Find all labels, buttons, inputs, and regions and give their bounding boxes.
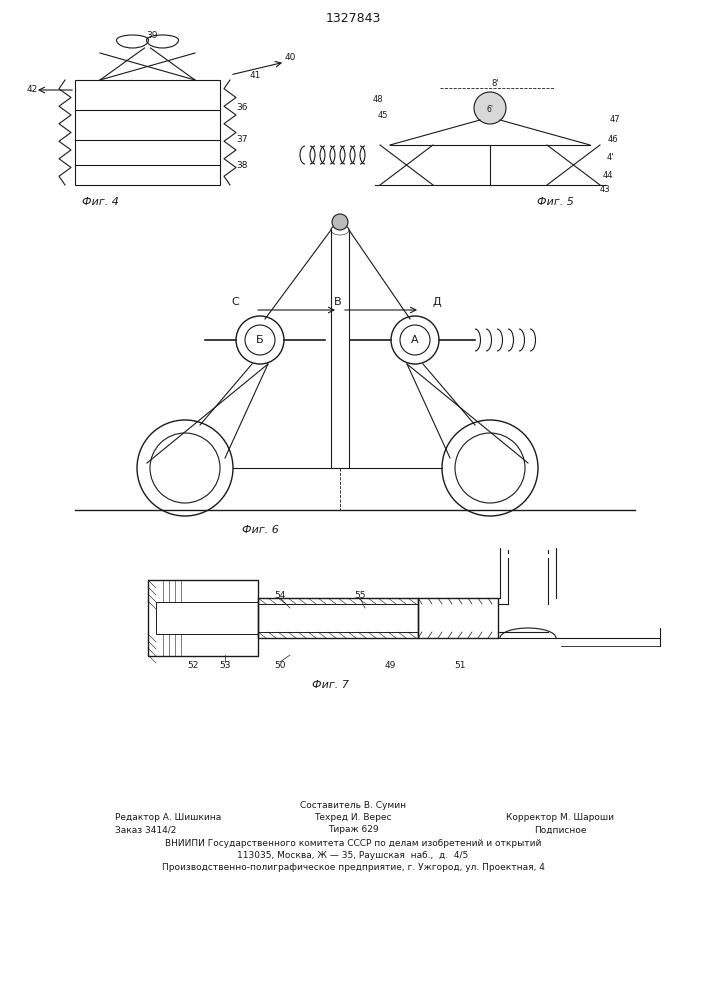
Text: 53: 53 — [219, 660, 230, 670]
Text: Фиг. 4: Фиг. 4 — [81, 197, 119, 207]
Text: 6': 6' — [486, 105, 493, 114]
Text: 45: 45 — [378, 110, 388, 119]
Text: Фиг. 7: Фиг. 7 — [312, 680, 349, 690]
Text: 4': 4' — [606, 153, 614, 162]
Text: 51: 51 — [455, 660, 466, 670]
Bar — [156, 602, 258, 634]
Text: 42: 42 — [26, 86, 37, 95]
Bar — [258, 604, 418, 632]
Bar — [148, 580, 258, 656]
Text: 52: 52 — [187, 660, 199, 670]
Text: Подписное: Подписное — [534, 826, 586, 834]
Text: В: В — [334, 297, 341, 307]
Text: Фиг. 5: Фиг. 5 — [537, 197, 573, 207]
Bar — [75, 80, 220, 185]
Text: 37: 37 — [236, 135, 247, 144]
Text: 1327843: 1327843 — [325, 11, 380, 24]
Bar — [258, 598, 418, 638]
Text: 8': 8' — [491, 79, 499, 88]
Text: Редактор А. Шишкина: Редактор А. Шишкина — [115, 814, 221, 822]
Text: 38: 38 — [236, 160, 247, 169]
Text: Техред И. Верес: Техред И. Верес — [314, 814, 392, 822]
Text: 36: 36 — [236, 104, 247, 112]
Text: Б: Б — [256, 335, 264, 345]
Text: А: А — [411, 335, 419, 345]
Text: 46: 46 — [608, 135, 619, 144]
Text: Тираж 629: Тираж 629 — [327, 826, 378, 834]
Circle shape — [474, 92, 506, 124]
Circle shape — [332, 214, 348, 230]
Text: 55: 55 — [354, 590, 366, 599]
Text: 39: 39 — [147, 30, 158, 39]
Text: 113035, Москва, Ж — 35, Раушская  наб.,  д.  4/5: 113035, Москва, Ж — 35, Раушская наб., д… — [238, 850, 469, 859]
Text: Корректор М. Шароши: Корректор М. Шароши — [506, 814, 614, 822]
Text: Фиг. 6: Фиг. 6 — [242, 525, 279, 535]
Text: 41: 41 — [250, 70, 261, 80]
Text: 50: 50 — [274, 660, 286, 670]
Text: Составитель В. Сумин: Составитель В. Сумин — [300, 800, 406, 810]
Text: 48: 48 — [373, 96, 383, 104]
Text: 54: 54 — [274, 590, 286, 599]
Text: 43: 43 — [600, 186, 610, 194]
Bar — [418, 598, 498, 638]
Text: Производственно-полиграфическое предприятие, г. Ужгород, ул. Проектная, 4: Производственно-полиграфическое предприя… — [162, 862, 544, 871]
Text: С: С — [231, 297, 239, 307]
Text: Д: Д — [433, 297, 441, 307]
Text: 44: 44 — [603, 170, 613, 180]
Text: Заказ 3414/2: Заказ 3414/2 — [115, 826, 176, 834]
Text: 49: 49 — [385, 660, 396, 670]
Text: 47: 47 — [609, 115, 620, 124]
Text: ВНИИПИ Государственного комитета СССР по делам изобретений и открытий: ВНИИПИ Государственного комитета СССР по… — [165, 838, 541, 848]
Text: 40: 40 — [284, 53, 296, 62]
